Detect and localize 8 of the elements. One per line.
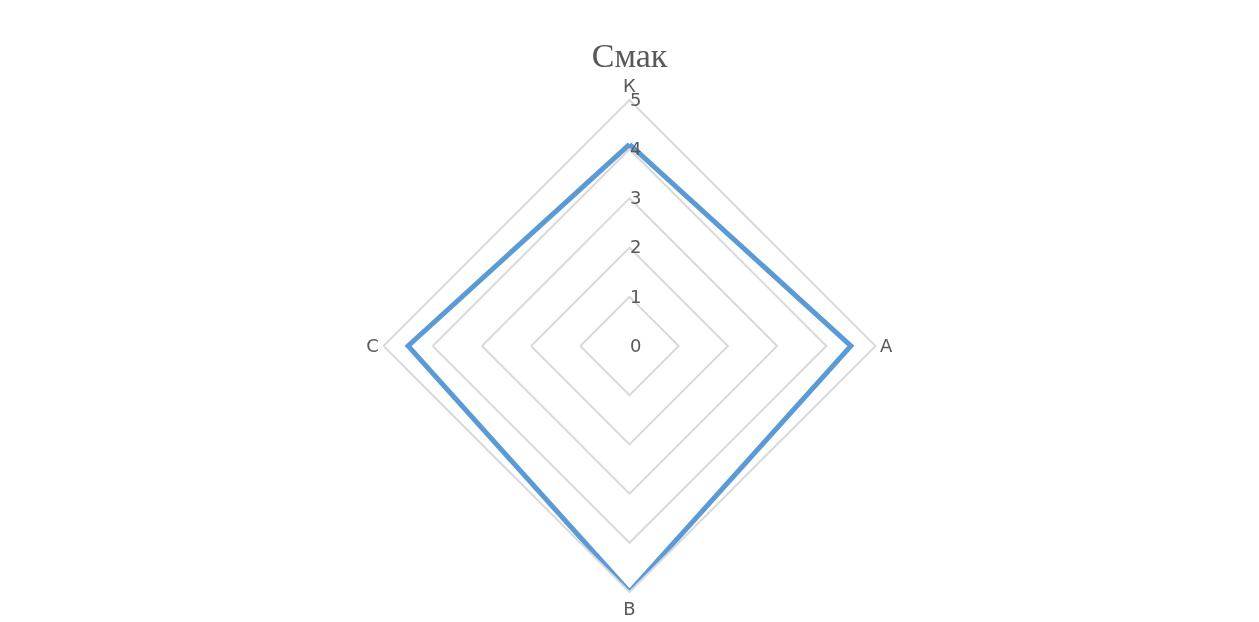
- spoke-label: С: [366, 335, 379, 357]
- y-tick-label: 0: [630, 334, 642, 356]
- spoke-label: А: [880, 335, 894, 357]
- y-tick-label: 3: [630, 187, 642, 209]
- chart-title: Смак: [591, 37, 668, 75]
- spoke-label: В: [623, 597, 636, 619]
- y-tick-label: 2: [630, 236, 642, 258]
- y-tick-label: 1: [630, 285, 642, 307]
